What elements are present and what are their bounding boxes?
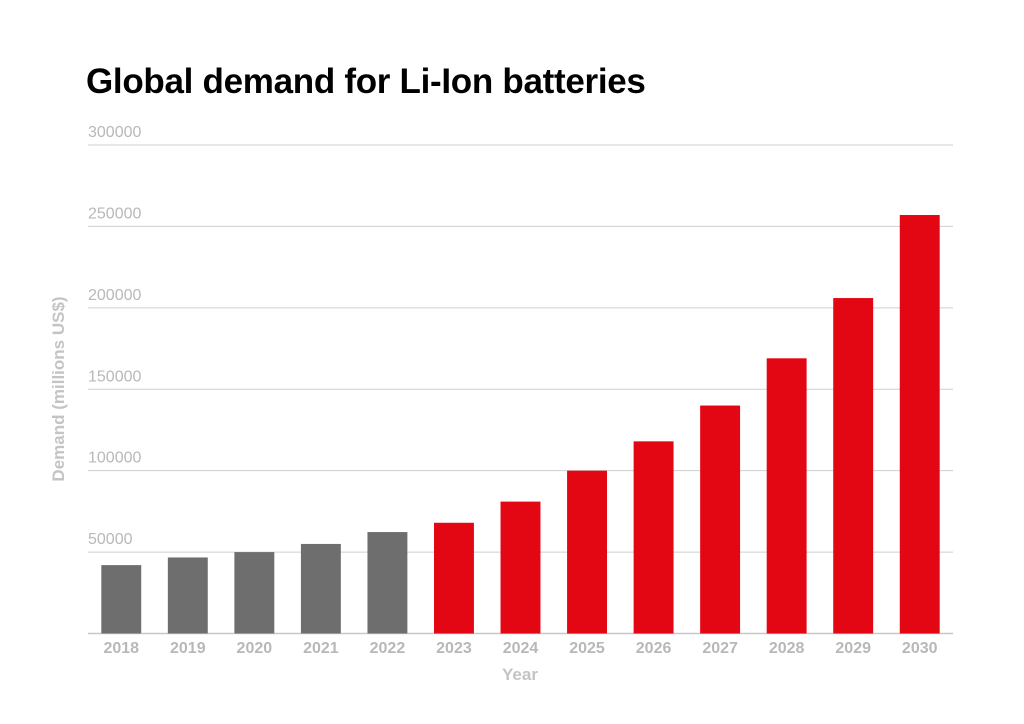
x-tick-label: 2019 [170,640,206,657]
x-tick-label: 2022 [370,640,406,657]
bar-2030 [899,215,940,634]
y-tick-label: 150000 [88,368,141,385]
bar-2028 [766,358,807,634]
x-tick-label: 2029 [835,640,871,657]
x-tick-label: 2021 [303,640,339,657]
y-tick-label: 50000 [88,531,133,548]
x-tick-label: 2026 [636,640,672,657]
x-tick-label: 2024 [503,640,539,657]
bar-2024 [500,501,541,634]
x-tick-label: 2023 [436,640,472,657]
x-tick-label: 2018 [103,640,139,657]
bar-2029 [833,298,874,634]
bar-2027 [700,405,741,634]
x-tick-label: 2025 [569,640,605,657]
bar-2023 [434,522,474,634]
bar-2026 [633,441,674,634]
bar-2021 [300,543,341,634]
bar-2022 [367,532,408,634]
y-tick-label: 250000 [88,205,141,222]
x-tick-label: 2020 [237,640,273,657]
bar-2019 [167,557,208,634]
y-axis-label: Demand (millions US$) [49,296,68,481]
x-axis-label: Year [502,665,538,684]
x-tick-label: 2030 [902,640,938,657]
bar-2025 [567,470,607,634]
y-tick-label: 100000 [88,450,141,467]
y-tick-label: 300000 [88,124,141,141]
chart-title: Global demand for Li-Ion batteries [86,62,646,101]
bar-2018 [101,565,142,634]
y-tick-label: 200000 [88,287,141,304]
x-tick-label: 2027 [702,640,738,657]
x-tick-label: 2028 [769,640,805,657]
bar-2020 [234,552,275,634]
